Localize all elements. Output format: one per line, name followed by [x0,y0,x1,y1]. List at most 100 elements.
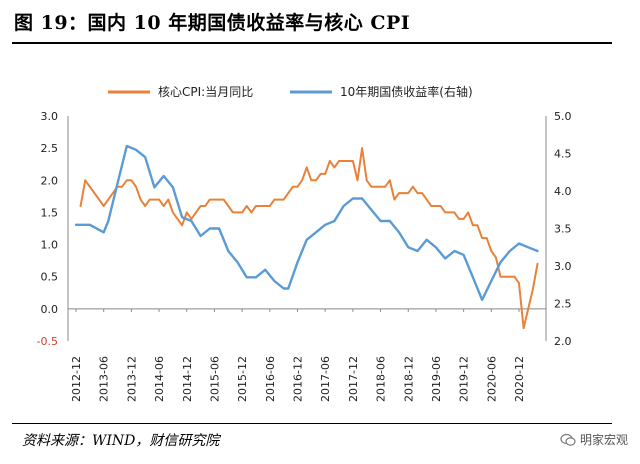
yield-point [208,227,211,230]
yield-point [218,227,221,230]
core-cpi-point [227,205,230,207]
yield-point [264,268,267,271]
yield-point [125,145,128,147]
yield-point [379,220,382,222]
source-rule [12,423,612,424]
core-cpi-point [467,211,470,214]
figure-title: 图 19：国内 10 年期国债收益率与核心 CPI [14,12,411,34]
yield-point [305,238,308,241]
yield-point [333,220,336,222]
core-cpi-point [88,185,91,188]
core-cpi-point [342,160,345,162]
core-cpi-point [250,211,253,214]
y-right-tick-label: 5.0 [554,110,572,123]
yield-point [425,238,428,241]
core-cpi-point [135,185,137,188]
core-cpi-point [504,275,507,278]
core-cpi-point [398,192,400,195]
core-cpi-point [490,250,493,252]
core-cpi-point [393,198,396,201]
yield-point [181,216,184,219]
core-cpi-point [462,218,465,220]
core-cpi-point [144,205,147,207]
yield-point [416,250,419,252]
legend-item-10y-yield-label: 10年期国债收益率(右轴) [340,84,473,99]
core-cpi-point [531,288,534,291]
core-cpi-point [495,256,497,259]
core-cpi-point [181,224,184,227]
yield-point [518,242,520,245]
yield-point [88,223,91,226]
yield-point [75,223,77,226]
x-tick-label: 2016-06 [264,356,277,402]
core-cpi-point [352,160,354,162]
core-cpi-point [273,198,276,201]
y-left-tick-label: 2.0 [41,174,59,187]
yield-point [273,280,276,282]
core-cpi-point [98,198,100,201]
watermark: 明家宏观 [560,431,628,448]
core-cpi-point [245,205,248,207]
yield-point [527,246,530,249]
y-right-tick-label: 2.0 [554,335,572,348]
yield-point [296,261,299,264]
core-cpi-point [453,211,456,214]
core-cpi-point [356,179,359,182]
core-cpi-point [319,173,322,175]
yield-point [481,298,483,301]
yield-point [287,287,290,290]
core-cpi-point [176,218,179,220]
x-tick-label: 2014-06 [153,356,166,402]
core-cpi-point [232,211,234,214]
core-cpi-point [278,198,280,201]
core-cpi-point [218,198,221,201]
y-left-tick-label: 0.0 [41,303,59,316]
yield-point [135,148,137,151]
x-tick-label: 2018-12 [402,356,415,402]
yield-point [453,250,456,252]
yield-point [342,205,345,207]
core-cpi-point [185,211,188,214]
core-cpi-point [287,192,290,195]
y-left-tick-label: 0.5 [41,271,59,284]
yield-point [370,208,373,211]
core-cpi-point [93,192,96,195]
x-tick-label: 2012-12 [70,356,83,402]
core-cpi-point [125,179,128,182]
core-cpi-point [472,224,474,227]
y-left-tick-label: 2.5 [41,142,59,155]
yield-point [499,261,502,264]
core-cpi-point [264,205,267,207]
yield-point [508,250,511,252]
yield-point [102,231,105,234]
yield-point [462,253,465,256]
core-cpi-point [388,179,391,182]
x-tick-label: 2019-06 [430,356,443,402]
x-tick-label: 2014-12 [181,356,194,402]
core-cpi-point [476,224,479,227]
yield-point [199,235,202,237]
core-cpi-point [365,179,368,182]
core-cpi-point [195,211,197,214]
core-cpi-point [407,192,410,195]
series-line-core-cpi [79,147,539,330]
core-cpi-point [139,198,142,201]
core-cpi-point [79,205,82,207]
core-cpi-point [338,160,340,162]
core-cpi-point [153,198,156,201]
x-tick-label: 2019-12 [458,356,471,402]
yield-point [116,182,119,185]
y-left-tick-label: 3.0 [41,110,59,123]
core-cpi-point [259,205,262,207]
yield-point [472,276,474,279]
y-right-tick-label: 4.5 [554,148,572,161]
yield-point [536,250,539,252]
yield-point [435,246,437,249]
core-cpi-point [255,205,257,207]
core-cpi-point [315,179,317,182]
core-cpi-point [448,211,451,214]
core-cpi-point [481,237,483,240]
x-tick-label: 2015-12 [236,356,249,402]
core-cpi-point [172,211,174,214]
